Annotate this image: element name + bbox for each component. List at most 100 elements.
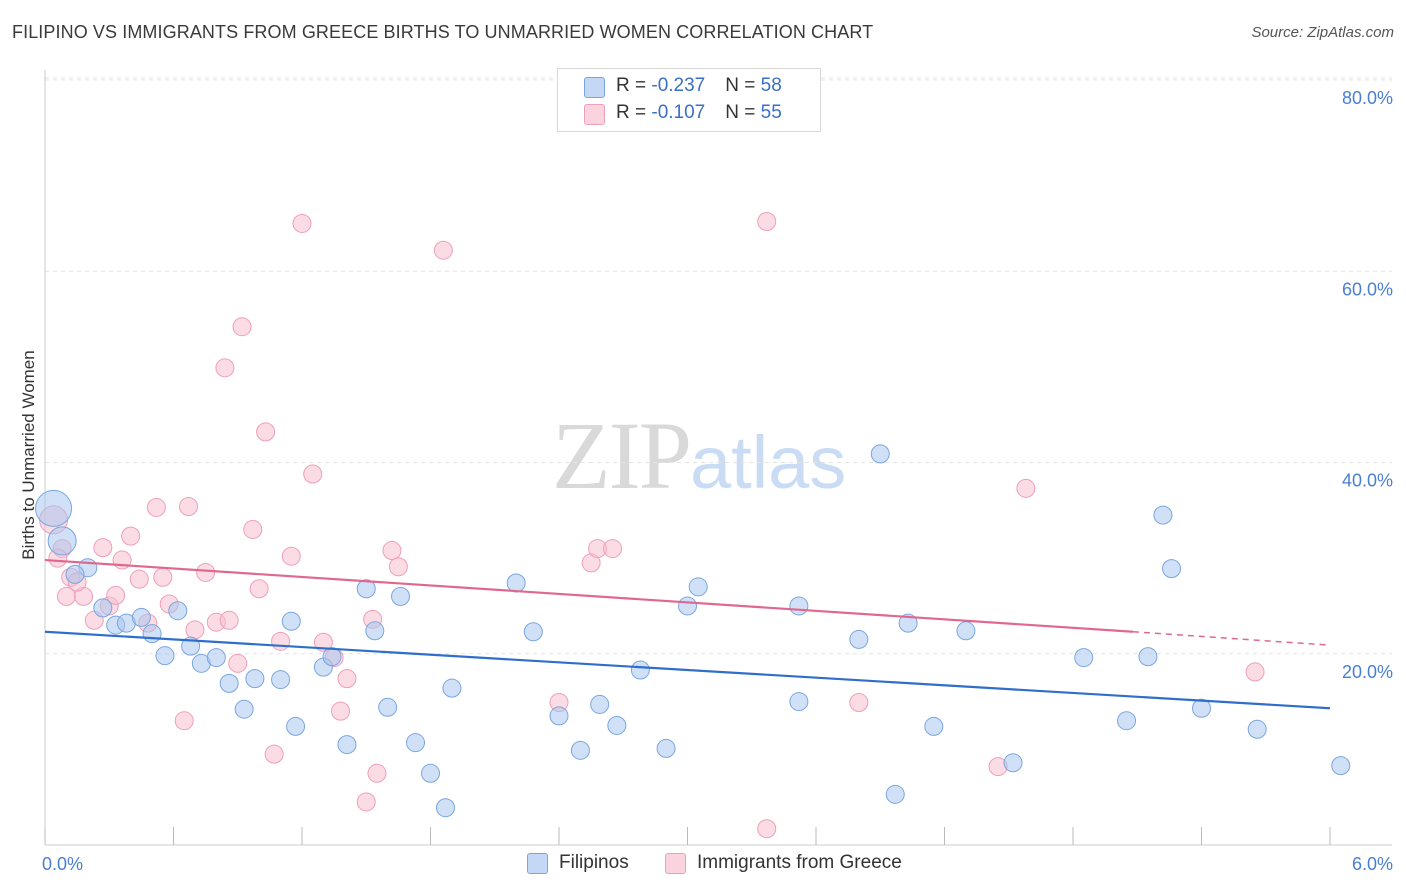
filipinos-point-15 (234, 699, 254, 719)
greece-point-18 (185, 620, 205, 640)
greece-point-49 (849, 693, 869, 713)
x-tick-label-1: 6.0% (1352, 854, 1393, 874)
greece-point-47 (757, 212, 777, 232)
greece-point-36 (337, 669, 357, 689)
greece-point-48 (757, 819, 777, 839)
greece-point-6 (93, 538, 113, 558)
greece-points (39, 212, 1265, 839)
filipinos-point-32 (523, 622, 543, 642)
y-tick-label-0: 20.0% (1342, 662, 1393, 682)
filipinos-point-3 (65, 564, 85, 584)
filipinos-r-label: R = (616, 75, 652, 96)
filipinos-point-33 (549, 706, 569, 726)
greece-point-29 (271, 631, 291, 651)
filipinos-point-49 (1003, 753, 1023, 773)
filipinos-n-value: 58 (760, 75, 782, 96)
filipinos-point-47 (924, 716, 944, 736)
greece-point-37 (356, 792, 376, 812)
greece-point-28 (264, 744, 284, 764)
filipinos-trend-line (44, 630, 1331, 710)
filipinos-point-45 (885, 784, 905, 804)
filipinos-legend-label: Filipinos (559, 852, 629, 873)
filipinos-point-48 (956, 621, 976, 641)
y-tick-label-1: 40.0% (1342, 471, 1393, 491)
correlation-legend: R = -0.237 N = 58 R = -0.107 N = 55 (557, 68, 821, 132)
filipinos-point-16 (245, 669, 265, 689)
greece-point-19 (196, 562, 216, 582)
greece-point-35 (331, 701, 351, 721)
greece-point-46 (603, 539, 623, 559)
filipinos-point-54 (1162, 559, 1182, 579)
greece-point-30 (281, 546, 301, 566)
greece-point-25 (243, 519, 263, 539)
greece-legend-label: Immigrants from Greece (697, 852, 902, 873)
greece-point-39 (367, 763, 387, 783)
greece-point-11 (129, 569, 149, 589)
greece-point-32 (303, 464, 323, 484)
filipinos-point-52 (1138, 647, 1158, 667)
filipinos-point-51 (1117, 711, 1137, 731)
filipinos-point-57 (1331, 756, 1351, 776)
greece-point-33 (313, 632, 333, 652)
greece-point-26 (249, 579, 269, 599)
filipinos-point-40 (688, 577, 708, 597)
filipinos-r-value: -0.237 (651, 75, 706, 96)
filipinos-point-50 (1074, 648, 1094, 668)
filipinos-point-31 (506, 573, 526, 593)
filipinos-point-55 (1192, 698, 1211, 718)
filipinos-point-37 (630, 660, 650, 680)
filipinos-point-22 (337, 735, 357, 755)
filipinos-point-36 (607, 715, 627, 735)
greece-trend-extension (1132, 631, 1331, 646)
filipinos-point-44 (870, 444, 890, 464)
filipinos-point-10 (168, 601, 188, 621)
filipinos-point-28 (421, 763, 440, 783)
filipinos-point-53 (1153, 505, 1173, 525)
filipinos-point-17 (271, 670, 291, 690)
filipinos-point-46 (898, 613, 918, 633)
filipinos-points (35, 444, 1351, 818)
greece-point-16 (174, 711, 194, 731)
filipinos-point-43 (849, 629, 869, 649)
greece-point-14 (153, 567, 173, 587)
filipinos-point-9 (155, 646, 175, 666)
greece-trend-line (44, 558, 1134, 633)
filipinos-point-42 (789, 692, 809, 712)
greece-r-label: R = (616, 102, 652, 123)
filipinos-point-8 (142, 624, 162, 644)
greece-point-21 (215, 358, 235, 378)
filipinos-point-0 (35, 489, 73, 527)
filipinos-swatch (584, 77, 605, 98)
grid-lines (45, 77, 1392, 655)
filipinos-point-29 (435, 798, 455, 818)
filipinos-point-35 (590, 694, 610, 714)
filipinos-n-label: N = (725, 75, 761, 96)
filipinos-point-1 (47, 526, 77, 556)
greece-point-23 (228, 653, 248, 673)
greece-point-17 (178, 496, 198, 516)
axis-labels: 20.0% 40.0% 60.0% 80.0% 0.0% 6.0% Births to Un… (19, 88, 1393, 874)
greece-n-label: N = (725, 102, 761, 123)
filipinos-point-27 (406, 733, 426, 753)
y-axis-label: Births to Unmarried Women (19, 350, 38, 559)
greece-n-value: 55 (760, 102, 782, 123)
filipinos-point-38 (656, 738, 676, 758)
greece-point-41 (388, 557, 408, 577)
greece-point-10 (121, 526, 141, 546)
greece-point-27 (256, 422, 276, 442)
filipinos-point-19 (286, 716, 306, 736)
x-tick-label-0: 0.0% (42, 854, 83, 874)
filipinos-point-13 (206, 648, 226, 668)
filipinos-point-18 (281, 611, 301, 631)
greece-swatch (584, 104, 605, 125)
filipinos-point-7 (131, 607, 151, 627)
watermark: ZIPatlas (552, 400, 846, 511)
filipinos-point-41 (789, 596, 809, 616)
source-credit: Source: ZipAtlas.com (1251, 24, 1394, 41)
greece-point-31 (292, 213, 312, 233)
greece-point-51 (1016, 478, 1036, 498)
filipinos-point-34 (570, 740, 590, 760)
greece-point-42 (433, 240, 453, 260)
filipinos-point-30 (442, 678, 462, 698)
